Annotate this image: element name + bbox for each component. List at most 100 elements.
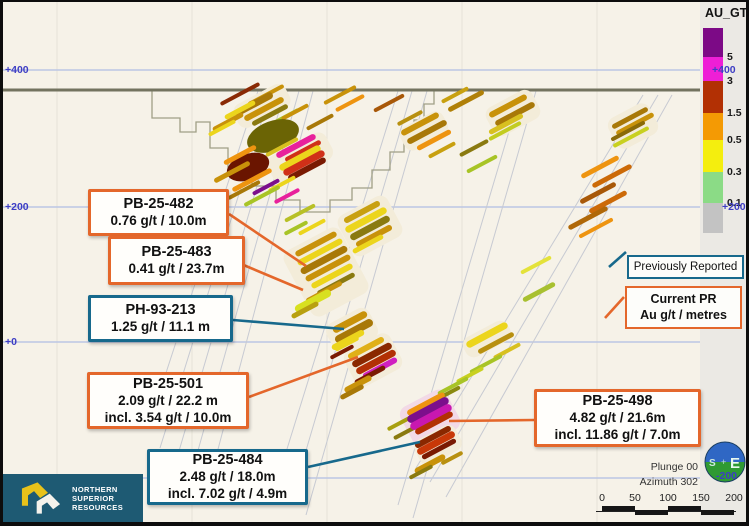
intercept-value: 0.41 g/t / 23.7m — [128, 261, 225, 277]
logo-mark — [21, 482, 61, 514]
intercept-disc — [488, 121, 522, 141]
intercept-disc — [580, 182, 616, 204]
intercept-incl: incl. 11.86 g/t / 7.0m — [554, 427, 681, 443]
intercept-disc — [276, 134, 316, 158]
intercept-disc — [274, 188, 300, 204]
intercept-disc — [415, 411, 453, 435]
intercept-disc — [409, 464, 433, 480]
key-current-pr: Current PR Au g/t / metres — [625, 286, 742, 329]
compass-globe[interactable]: S + E — [702, 439, 748, 485]
intercept-disc — [407, 397, 449, 423]
intercept-value: 4.82 g/t / 21.6m — [569, 410, 666, 426]
hole-id: PB-25-501 — [132, 375, 204, 392]
intercept-disc — [332, 311, 368, 333]
intercept-disc — [414, 454, 446, 474]
intercept-value: 2.09 g/t / 22.2 m — [118, 392, 218, 408]
callout-leader-line — [233, 259, 304, 292]
legend-band — [703, 81, 723, 113]
intercept-disc — [232, 168, 272, 192]
intercept-disc — [522, 282, 556, 302]
drill-trace — [415, 94, 644, 469]
callout-pb-25-501: PB-25-501 2.09 g/t / 22.2 m incl. 3.54 g… — [87, 372, 249, 429]
globe-rim — [704, 441, 746, 483]
intercept-disc — [478, 332, 514, 354]
hole-id: PB-25-484 — [192, 452, 263, 469]
callout-pb-25-483: PB-25-483 0.41 g/t / 23.7m — [108, 236, 245, 285]
intercept-disc — [279, 145, 321, 171]
logo-line-1: NORTHERN — [72, 484, 118, 494]
compass-east-letter: E — [730, 455, 740, 472]
legend-tick-label: 5 — [727, 51, 733, 63]
intercept-disc — [244, 185, 280, 207]
intercept-disc — [340, 384, 364, 400]
legend-tick-label: 0.3 — [727, 166, 742, 178]
intercept-disc — [281, 103, 309, 121]
scale-label: 200 — [725, 492, 743, 504]
intercept-disc — [421, 438, 457, 460]
callout-leader-line — [228, 212, 307, 268]
intercept-disc — [428, 141, 456, 159]
legend-tick-label: 0.5 — [727, 134, 742, 146]
intercept-disc — [459, 139, 489, 157]
intercept-disc — [578, 218, 614, 238]
intercept-disc — [592, 164, 632, 188]
callout-leader-line — [448, 418, 535, 423]
intercept-disc — [214, 161, 250, 183]
elevation-label-left-200: +200 — [5, 201, 29, 213]
intercept-disc — [407, 392, 445, 416]
callout-leader-line — [232, 318, 345, 331]
intercept-disc — [466, 154, 498, 174]
intercept-disc — [612, 107, 648, 129]
intercept-disc — [283, 150, 325, 176]
callout-ph-93-213: PH-93-213 1.25 g/t / 11.1 m — [88, 295, 233, 342]
key-sample-line — [608, 251, 627, 268]
elevation-label-left-400: +400 — [5, 64, 29, 76]
intercept-disc — [295, 231, 337, 257]
scale-bar: 0 50 100 150 200 — [596, 492, 744, 520]
intercept-disc — [331, 329, 365, 351]
key-label-line1: Current PR — [650, 292, 717, 306]
elevation-label-right-200: +200 — [722, 201, 746, 213]
key-previously-reported: Previously Reported — [627, 255, 744, 279]
compass-plus: + — [721, 457, 726, 467]
intercept-disc — [334, 319, 374, 343]
intercept-disc — [441, 86, 469, 104]
elevation-label-right-neg200: -200 — [716, 470, 738, 482]
azimuth-label: Azimuth 302 — [639, 475, 698, 488]
intercept-disc — [356, 349, 396, 375]
right-edge — [746, 0, 749, 526]
legend-band — [703, 28, 723, 57]
intercept-disc — [352, 234, 384, 254]
scale-label: 150 — [692, 492, 710, 504]
intercept-disc — [589, 190, 627, 214]
intercept-disc — [330, 344, 354, 360]
hole-id: PB-25-482 — [123, 196, 194, 212]
intercept-disc — [352, 342, 392, 368]
intercept-disc — [448, 90, 484, 112]
drill-trace — [305, 90, 428, 516]
left-edge — [0, 0, 3, 526]
intercept-disc — [414, 426, 452, 448]
intercept-incl: incl. 7.02 g/t / 4.9m — [167, 486, 288, 502]
view-orientation: Plunge 00 Azimuth 302 — [618, 460, 698, 489]
legend-band — [703, 203, 723, 233]
intercept-disc — [306, 113, 334, 131]
legend-band — [703, 172, 723, 203]
scale-segment — [635, 510, 668, 515]
intercept-disc — [410, 404, 452, 430]
key-label: Previously Reported — [633, 261, 738, 273]
scale-segment — [668, 506, 701, 511]
intercept-disc — [613, 126, 649, 148]
intercept-disc — [344, 375, 372, 393]
callout-pb-25-484: PB-25-484 2.48 g/t / 18.0m incl. 7.02 g/… — [147, 449, 308, 505]
intercept-disc — [520, 255, 552, 275]
intercept-disc — [284, 203, 316, 223]
key-sample-line — [604, 296, 625, 319]
logo-text: NORTHERN SUPERIOR RESOURCES — [72, 485, 123, 512]
intercept-disc — [417, 431, 455, 455]
intercept-incl: incl. 3.54 g/t / 10.0m — [104, 409, 232, 425]
intercept-disc — [416, 129, 452, 151]
intercept-disc — [265, 137, 299, 157]
intercept-disc — [568, 206, 608, 230]
